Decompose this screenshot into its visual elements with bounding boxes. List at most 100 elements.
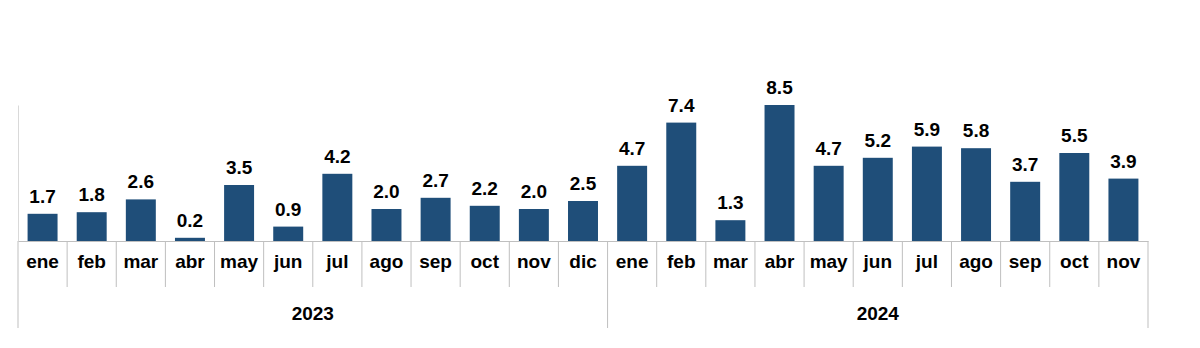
data-label: 0.9 [275, 199, 301, 220]
data-label: 2.0 [521, 181, 547, 202]
bar [1059, 153, 1089, 241]
x-tick-label: jun [273, 251, 303, 272]
group-labels: 2023 2024 [292, 303, 900, 324]
bar [666, 123, 696, 241]
x-axis: enefebmarabrmayjunjulagosepoctnovdicenef… [19, 241, 1149, 272]
x-tick: ene [616, 241, 649, 272]
x-tick-label: jul [915, 251, 938, 272]
separator [1098, 241, 1099, 287]
data-label: 5.8 [963, 120, 989, 141]
x-tick: jun [273, 241, 303, 272]
x-tick-label: jul [325, 251, 348, 272]
separator [411, 241, 412, 287]
x-axis-line [19, 241, 1149, 242]
separator [705, 241, 706, 287]
bar [470, 206, 500, 241]
data-label: 2.6 [128, 171, 154, 192]
separator [312, 241, 313, 287]
data-label: 0.2 [177, 210, 203, 231]
data-label: 7.4 [668, 95, 695, 116]
x-tick-label: feb [77, 251, 106, 272]
separator [902, 241, 903, 287]
separator [754, 241, 755, 287]
x-tick-label: may [220, 251, 258, 272]
x-tick-label: ago [959, 251, 993, 272]
x-tick-label: oct [470, 251, 499, 272]
separator [804, 241, 805, 287]
x-tick: mar [123, 241, 158, 272]
x-tick: may [810, 241, 848, 272]
data-label: 1.7 [29, 186, 55, 207]
data-label: 3.9 [1110, 151, 1136, 172]
bars [28, 105, 1139, 241]
separator [853, 241, 854, 287]
x-tick-label: abr [175, 251, 205, 272]
x-tick: abr [765, 241, 795, 272]
bar [617, 166, 647, 241]
x-tick: jul [325, 241, 348, 272]
bar [961, 148, 991, 241]
separator [116, 241, 117, 287]
bar [568, 201, 598, 241]
chart: enefebmarabrmayjunjulagosepoctnovdicenef… [0, 0, 1200, 348]
x-tick-label: may [810, 251, 848, 272]
separator [263, 241, 264, 287]
separator [656, 241, 657, 287]
x-tick-label: sep [419, 251, 452, 272]
x-tick-label: nov [517, 251, 551, 272]
separator [361, 241, 362, 287]
bar [765, 105, 795, 241]
bar [814, 166, 844, 241]
group-label: 2023 [292, 303, 334, 324]
x-tick: nov [1107, 241, 1141, 272]
x-tick-label: oct [1060, 251, 1089, 272]
data-label: 5.2 [865, 130, 891, 151]
x-tick: jul [915, 241, 938, 272]
x-tick: oct [1060, 241, 1089, 272]
data-label: 2.7 [422, 170, 448, 191]
data-label: 4.7 [815, 138, 841, 159]
separators [18, 241, 1148, 328]
x-tick: ago [959, 241, 993, 272]
separator [509, 241, 510, 287]
bar [519, 209, 549, 241]
x-tick-label: nov [1107, 251, 1141, 272]
separator [1049, 241, 1050, 287]
separator [214, 241, 215, 287]
bar [28, 214, 58, 241]
group-label: 2024 [857, 303, 900, 324]
data-label: 1.8 [78, 184, 104, 205]
x-tick: may [220, 241, 258, 272]
separator [951, 241, 952, 287]
bar [273, 227, 303, 241]
x-tick: feb [77, 241, 106, 272]
separator [1148, 241, 1149, 328]
separator [460, 241, 461, 287]
data-labels: 1.71.82.60.23.50.94.22.02.72.22.02.54.77… [29, 77, 1136, 231]
x-tick-label: dic [569, 251, 597, 272]
x-tick-label: sep [1009, 251, 1042, 272]
bar [863, 158, 893, 241]
bar [421, 198, 451, 241]
x-tick: sep [1009, 241, 1042, 272]
x-tick: feb [667, 241, 696, 272]
data-label: 8.5 [766, 77, 793, 98]
separator [67, 241, 68, 287]
data-label: 3.5 [226, 157, 253, 178]
bar [322, 174, 352, 241]
data-label: 5.9 [914, 119, 940, 140]
bar [175, 238, 205, 241]
x-tick: sep [419, 241, 452, 272]
y-axis-line [18, 106, 19, 242]
x-tick-label: jun [863, 251, 893, 272]
bar [126, 199, 156, 241]
data-label: 4.2 [324, 146, 350, 167]
data-label: 2.2 [472, 178, 498, 199]
x-tick: nov [517, 241, 551, 272]
separator [558, 241, 559, 287]
separator [18, 241, 19, 328]
x-tick-label: mar [713, 251, 748, 272]
separator [607, 241, 608, 328]
bar [371, 209, 401, 241]
x-tick-label: mar [123, 251, 158, 272]
